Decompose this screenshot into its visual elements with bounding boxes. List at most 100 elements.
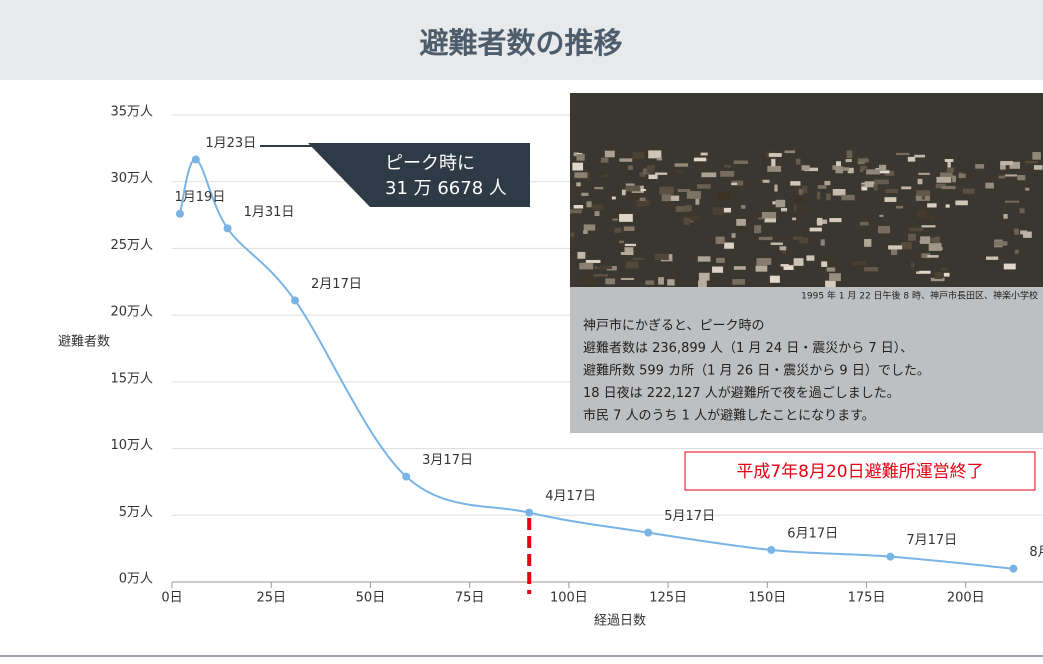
photo-speck (888, 245, 902, 249)
photo-speck (1015, 250, 1019, 254)
photo-speck (785, 150, 795, 153)
photo-speck (936, 177, 951, 183)
callout-text: ピーク時に (385, 153, 475, 174)
photo-speck (825, 281, 836, 288)
point (1009, 565, 1017, 573)
y-tick-label: 25万人 (110, 238, 153, 253)
photo-speck (770, 276, 780, 283)
description-line: 18 日夜は 222,127 人が避難所で夜を過ごしました。 (583, 385, 900, 401)
y-tick-label: 5万人 (119, 505, 153, 520)
photo-speck (799, 189, 803, 195)
photo-speck (698, 256, 711, 261)
photo-speck (1025, 161, 1038, 163)
point (767, 546, 775, 554)
photo-speck (584, 224, 595, 230)
photo-speck (916, 190, 930, 196)
photo-speck (657, 158, 662, 161)
photo-speck (633, 258, 644, 260)
photo-speck (818, 185, 827, 189)
y-axis-label: 避難者数 (58, 335, 110, 350)
photo-speck (918, 173, 930, 175)
photo-speck (1005, 174, 1017, 176)
photo-speck (732, 279, 745, 285)
photo-speck (866, 169, 880, 174)
description-line: 神戸市にかぎると、ピーク時の (583, 318, 764, 334)
photo-speck (712, 267, 723, 273)
photo-speck (741, 205, 745, 209)
photo-speck (884, 197, 896, 202)
photo-speck (756, 265, 768, 271)
photo-speck (771, 159, 775, 167)
photo-speck (662, 194, 671, 201)
photo-speck (587, 279, 596, 283)
photo-speck (860, 169, 863, 172)
photo-speck (701, 153, 708, 156)
photo-speck (959, 174, 966, 179)
photo-speck (581, 193, 588, 196)
photo-speck (628, 166, 633, 170)
photo-speck (781, 264, 789, 267)
photo-speck (655, 173, 667, 175)
photo-speck (908, 234, 916, 241)
photo-speck (769, 153, 782, 157)
photo-speck (799, 238, 808, 244)
photo-speck (999, 176, 1005, 179)
point (525, 509, 533, 517)
photo-speck (794, 199, 804, 202)
point-label: 3月17日 (422, 453, 473, 468)
photo-speck (595, 211, 600, 216)
photo-speck (780, 246, 787, 250)
photo-speck (602, 175, 609, 177)
photo-speck (605, 278, 615, 284)
photo-speck (675, 163, 688, 166)
photo-speck (945, 159, 954, 162)
photo-speck (919, 271, 930, 273)
photo-speck (817, 218, 822, 226)
photo-speck (941, 268, 947, 270)
photo-speck (846, 159, 852, 162)
photo-speck (852, 261, 866, 265)
photo-speck (942, 186, 956, 189)
photo-speck (1000, 161, 1013, 165)
photo-speck (640, 198, 646, 201)
point (886, 553, 894, 561)
photo-speck (576, 182, 580, 186)
point-label: 7月17日 (906, 533, 957, 548)
photo-speck (847, 150, 853, 158)
photo-speck (701, 172, 716, 177)
photo-speck (586, 260, 601, 263)
photo-speck (914, 155, 925, 158)
photo-speck (802, 186, 807, 194)
photo-speck (626, 186, 641, 192)
photo-speck (674, 170, 683, 172)
photo-speck (1017, 175, 1025, 180)
y-tick-label: 35万人 (110, 105, 153, 120)
photo-speck (756, 258, 771, 265)
y-tick-label: 20万人 (110, 305, 153, 320)
photo-speck (944, 273, 950, 277)
photo-speck (917, 210, 927, 217)
photo-speck (896, 153, 910, 155)
photo-speck (731, 233, 735, 238)
photo-speck (577, 154, 585, 161)
photo-speck (821, 261, 827, 267)
photo-speck (619, 158, 632, 161)
y-tick-label: 10万人 (110, 438, 153, 453)
photo-speck (927, 203, 936, 207)
photo-speck (1004, 264, 1016, 270)
photo-speck (687, 191, 701, 199)
photo-speck (694, 158, 706, 162)
point-label: 4月17日 (545, 489, 596, 504)
photo-speck (790, 181, 800, 185)
photo-speck (986, 256, 998, 259)
y-tick-label: 15万人 (110, 371, 153, 386)
photo-speck (631, 193, 640, 200)
photo-speck (718, 192, 731, 200)
photo-speck (1003, 214, 1007, 219)
photo-speck (858, 161, 865, 164)
photo-speck (641, 189, 646, 191)
photo-speck (674, 270, 677, 275)
photo-speck (625, 244, 636, 246)
photo-speck (699, 273, 710, 281)
point (402, 473, 410, 481)
